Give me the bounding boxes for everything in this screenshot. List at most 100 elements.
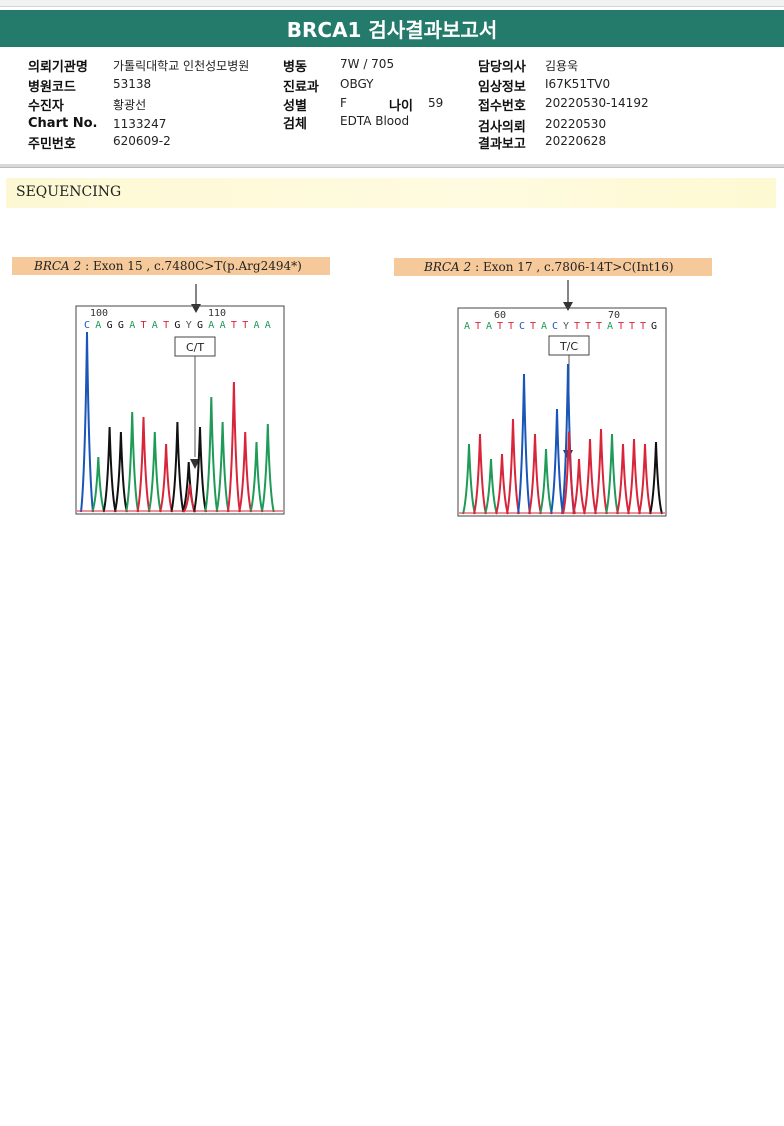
base-letter: T [530, 321, 536, 332]
position-start: 100 [90, 308, 108, 319]
base-letter: G [174, 320, 180, 331]
trace-peak [605, 433, 619, 515]
trace-peak [495, 453, 509, 515]
trace-peak [539, 448, 553, 515]
base-letter: T [141, 320, 147, 331]
base-letter: G [118, 320, 124, 331]
top-rule [0, 0, 784, 7]
base-letter: T [497, 321, 503, 332]
base-letter: A [607, 321, 613, 332]
trace-peak [506, 418, 520, 515]
report-title: BRCA1 검사결과보고서 [0, 10, 784, 47]
base-letter: T [475, 321, 481, 332]
result-date-label: 결과보고 [478, 137, 526, 152]
trace-peak [484, 458, 498, 515]
base-letter: T [618, 321, 624, 332]
base-letter: G [107, 320, 113, 331]
hospital-code-label: 병원코드 [28, 80, 76, 95]
trace-peak [238, 431, 253, 513]
trace-peak [638, 443, 652, 515]
doctor-value: 김용욱 [545, 59, 579, 73]
base-letter: G [651, 321, 657, 332]
trace-peak [473, 433, 487, 515]
trace-peak [80, 331, 94, 513]
age-value: 59 [428, 96, 444, 110]
trace-peak [260, 423, 275, 513]
section-bar: SEQUENCING [6, 178, 776, 208]
header-separator [0, 164, 784, 168]
doctor-label: 담당의사 [478, 60, 526, 75]
base-letter: A [464, 321, 470, 332]
specimen-value: EDTA Blood [340, 114, 410, 128]
clinical-info-label: 임상정보 [478, 80, 526, 95]
call-box [548, 335, 590, 356]
variant-label-1: BRCA 2 : Exon 15 , c.7480C>T(p.Arg2494*) [12, 257, 330, 275]
resident-number-value: 620609-2 [113, 134, 171, 148]
trace-peak [102, 426, 117, 513]
hospital-code-value: 53138 [113, 77, 152, 91]
specimen-label: 검체 [283, 117, 307, 132]
result-date-value: 20220628 [545, 134, 607, 148]
patient-value: 황광선 [113, 98, 147, 112]
variant-gene-2: BRCA 2 [424, 260, 472, 274]
base-letter: A [486, 321, 492, 332]
trace-peak [147, 431, 162, 513]
base-letter: A [265, 320, 271, 331]
trace-peak [649, 441, 663, 515]
clinical-info-value: I67K51TV0 [545, 77, 611, 91]
patient-label: 수진자 [28, 99, 64, 114]
trace-peak [125, 411, 140, 513]
base-letter: C [84, 320, 90, 331]
base-letter: G [197, 320, 203, 331]
base-letter: A [152, 320, 158, 331]
trace-peak [249, 441, 264, 513]
trace-peak [583, 438, 597, 515]
trace-peak [159, 443, 174, 513]
trace-peak [204, 396, 219, 513]
patient-info: 의뢰기관명 가톨릭대학교 인천성모병원 병원코드 53138 수진자 황광선 C… [0, 50, 784, 162]
trace-group [77, 331, 283, 513]
dept-value: OBGY [340, 77, 374, 91]
base-letter: T [640, 321, 646, 332]
receipt-number-value: 20220530-14192 [545, 96, 649, 110]
trace-peak-secondary [182, 484, 197, 513]
trace-peak [517, 373, 531, 515]
call-label: T/C [559, 340, 578, 353]
base-letter: A [208, 320, 214, 331]
trace-peak [528, 433, 542, 515]
variant-gene-1: BRCA 2 [34, 259, 82, 273]
pointer-arrow-icon [191, 304, 201, 313]
trace-peak [627, 438, 641, 515]
chart-number-value: 1133247 [113, 117, 167, 131]
request-date-value: 20220530 [545, 117, 607, 131]
chromatogram-frame [75, 305, 285, 515]
ward-label: 병동 [283, 60, 307, 75]
age-label: 나이 [389, 99, 413, 114]
base-letter: T [242, 320, 248, 331]
base-letter: Y [563, 321, 569, 332]
institution-label: 의뢰기관명 [28, 60, 88, 75]
base-letter: A [541, 321, 547, 332]
position-end: 110 [208, 308, 226, 319]
base-letter: C [519, 321, 525, 332]
base-letter: A [95, 320, 101, 331]
sex-label: 성별 [283, 99, 307, 114]
trace-peak [226, 381, 241, 513]
trace-peak [572, 458, 586, 515]
call-box [174, 336, 216, 357]
base-letter: T [596, 321, 602, 332]
chart-number-label: Chart No. [28, 116, 98, 131]
chromatogram-frame [457, 307, 667, 517]
ward-value: 7W / 705 [340, 57, 395, 71]
base-letter: A [254, 320, 260, 331]
dept-label: 진료과 [283, 80, 319, 95]
trace-peak [215, 421, 230, 513]
trace-group [459, 363, 665, 515]
pointer-arrow-icon [563, 302, 573, 311]
trace-peak [616, 443, 630, 515]
resident-number-label: 주민번호 [28, 137, 76, 152]
sex-value: F [340, 96, 347, 110]
trace-peak [462, 443, 476, 515]
